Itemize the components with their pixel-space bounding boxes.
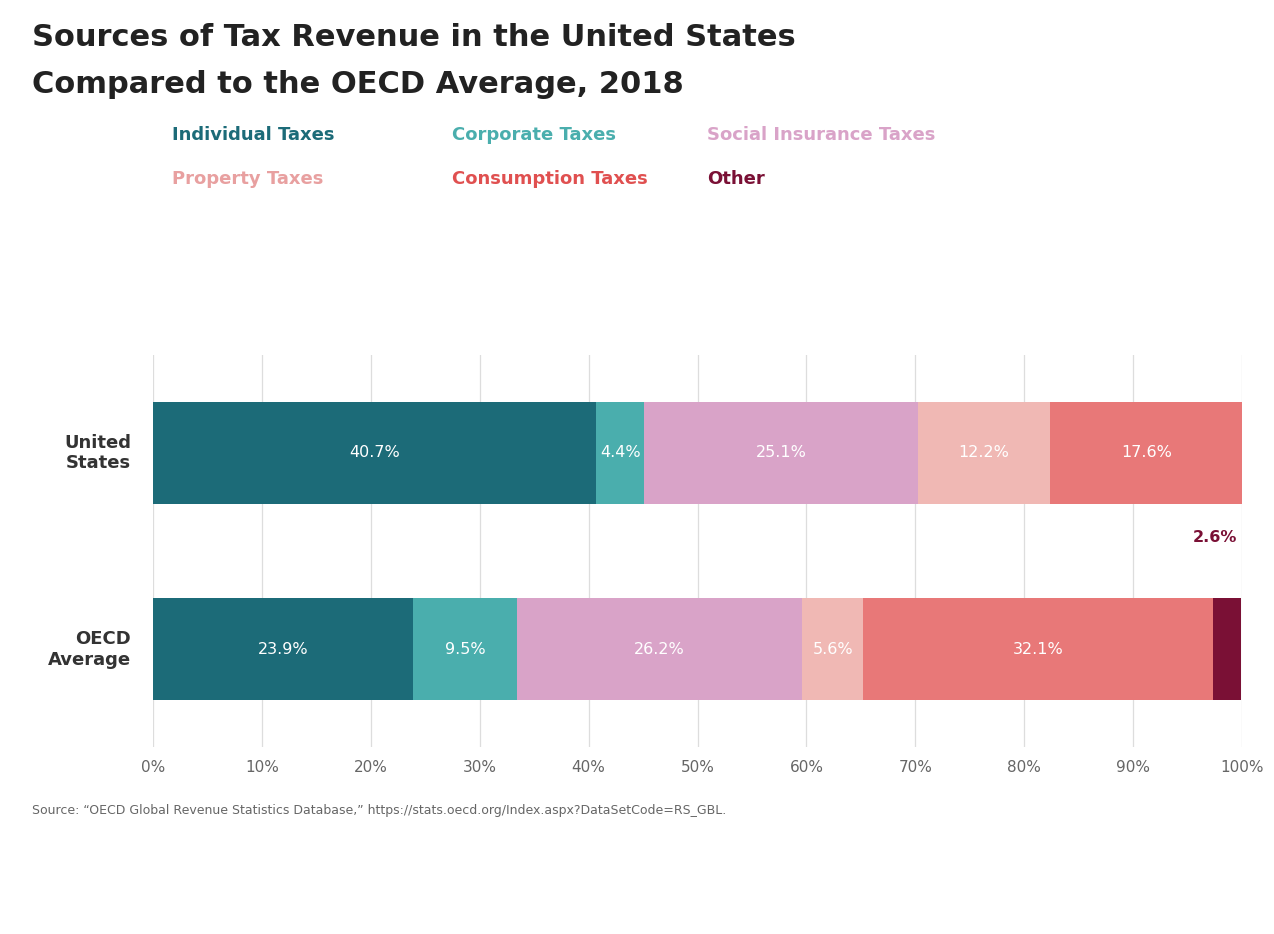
Text: 32.1%: 32.1% xyxy=(1013,642,1064,657)
Bar xyxy=(596,402,645,504)
Text: 12.2%: 12.2% xyxy=(958,446,1009,460)
Text: 17.6%: 17.6% xyxy=(1121,446,1172,460)
Bar xyxy=(645,402,917,504)
Text: Sources of Tax Revenue in the United States: Sources of Tax Revenue in the United Sta… xyxy=(32,23,795,52)
Bar xyxy=(917,402,1051,504)
Bar xyxy=(517,598,803,700)
Text: Other: Other xyxy=(707,170,764,189)
Bar xyxy=(153,402,596,504)
Text: Source: “OECD Global Revenue Statistics Database,” https://stats.oecd.org/Index.: Source: “OECD Global Revenue Statistics … xyxy=(32,804,726,817)
Text: Social Insurance Taxes: Social Insurance Taxes xyxy=(707,126,935,145)
Text: @TaxFoundation: @TaxFoundation xyxy=(1103,891,1251,910)
Text: Property Taxes: Property Taxes xyxy=(172,170,324,189)
Text: 26.2%: 26.2% xyxy=(634,642,684,657)
Text: 40.7%: 40.7% xyxy=(349,446,400,460)
Bar xyxy=(153,598,413,700)
Text: 25.1%: 25.1% xyxy=(755,446,806,460)
Text: Compared to the OECD Average, 2018: Compared to the OECD Average, 2018 xyxy=(32,70,684,99)
Bar xyxy=(1051,402,1242,504)
Text: Corporate Taxes: Corporate Taxes xyxy=(452,126,617,145)
Bar xyxy=(1213,598,1241,700)
Bar xyxy=(803,598,862,700)
Text: 2.6%: 2.6% xyxy=(1192,531,1237,545)
Text: Consumption Taxes: Consumption Taxes xyxy=(452,170,648,189)
Text: 4.4%: 4.4% xyxy=(600,446,641,460)
Text: 9.5%: 9.5% xyxy=(445,642,485,657)
Bar xyxy=(862,598,1213,700)
Text: Individual Taxes: Individual Taxes xyxy=(172,126,335,145)
Text: 5.6%: 5.6% xyxy=(813,642,852,657)
Bar xyxy=(413,598,517,700)
Text: 23.9%: 23.9% xyxy=(257,642,308,657)
Text: TAX FOUNDATION: TAX FOUNDATION xyxy=(23,891,217,910)
